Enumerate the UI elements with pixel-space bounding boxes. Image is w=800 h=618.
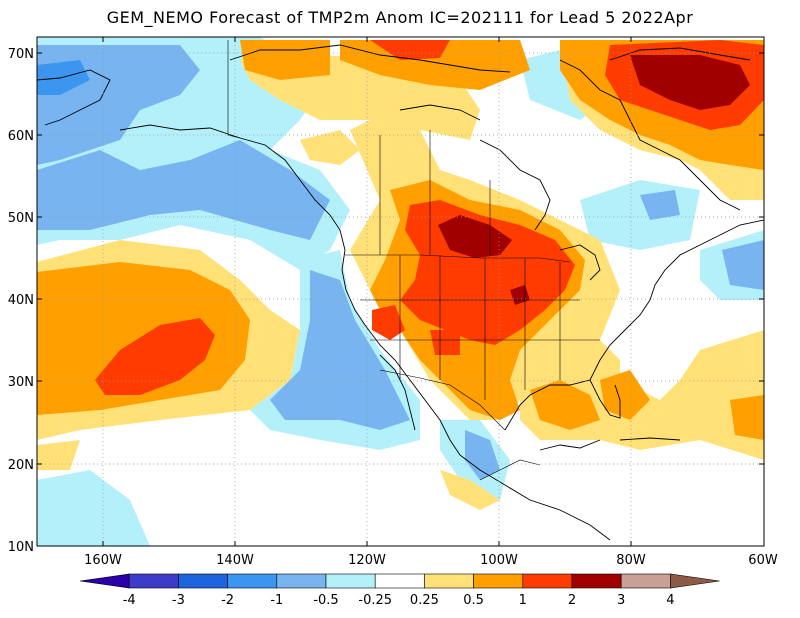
colorbar-swatch — [276, 573, 327, 589]
lon-label-100w: 100W — [480, 553, 518, 568]
anomaly-field — [37, 37, 764, 546]
lat-label-50n: 50N — [8, 211, 34, 226]
colorbar-tick-label: 3 — [617, 593, 625, 608]
gridlines — [37, 37, 764, 546]
colorbar-swatch — [670, 573, 720, 589]
lat-label-10n: 10N — [8, 540, 34, 555]
colorbar-swatch — [424, 573, 474, 589]
colorbar-tick-label: -4 — [123, 593, 136, 608]
colorbar-tick-label: -3 — [172, 593, 185, 608]
colorbar-tick-label: -2 — [221, 593, 234, 608]
colorbar-tick-label: -0.5 — [313, 593, 338, 608]
colorbar-swatch — [473, 573, 524, 589]
lon-label-80w: 80W — [616, 553, 646, 568]
political-borders — [227, 40, 600, 481]
map-frame — [36, 36, 765, 547]
longitude-labels: 160W 140W 120W 100W 80W 60W — [84, 553, 778, 568]
colorbar-swatch — [79, 573, 130, 589]
axis-ticks — [37, 37, 764, 546]
colorbar: -4 -3 -2 -1 -0.5 -0.25 0.25 0.5 1 2 3 4 — [79, 573, 720, 608]
lat-label-40n: 40N — [8, 293, 34, 308]
latitude-labels: 70N 60N 50N 40N 30N 20N 10N — [8, 47, 34, 555]
colorbar-swatch — [522, 573, 573, 589]
colorbar-swatch — [178, 573, 228, 589]
colorbar-tick-label: -1 — [270, 593, 283, 608]
coastlines — [37, 44, 764, 541]
lat-label-30n: 30N — [8, 375, 34, 390]
lat-label-20n: 20N — [8, 458, 34, 473]
colorbar-tick-label: 0.5 — [463, 593, 484, 608]
colorbar-swatch — [620, 573, 671, 589]
colorbar-swatch — [374, 573, 425, 589]
colorbar-swatch — [227, 573, 278, 589]
lat-label-60n: 60N — [8, 129, 34, 144]
lon-label-140w: 140W — [216, 553, 254, 568]
lat-label-70n: 70N — [8, 47, 34, 62]
colorbar-tick-label: 2 — [568, 593, 576, 608]
colorbar-tick-label: 0.25 — [410, 593, 439, 608]
colorbar-tick-label: -0.25 — [358, 593, 392, 608]
colorbar-swatch — [325, 573, 376, 589]
lon-label-120w: 120W — [348, 553, 386, 568]
map-title: GEM_NEMO Forecast of TMP2m Anom IC=20211… — [106, 8, 694, 27]
colorbar-swatch — [571, 573, 622, 589]
lon-label-60w: 60W — [748, 553, 778, 568]
colorbar-swatch — [128, 573, 179, 589]
colorbar-tick-label: 1 — [519, 593, 527, 608]
colorbar-tick-label: 4 — [666, 593, 674, 608]
lon-label-160w: 160W — [84, 553, 122, 568]
anomaly-negative-moderate — [37, 45, 764, 480]
